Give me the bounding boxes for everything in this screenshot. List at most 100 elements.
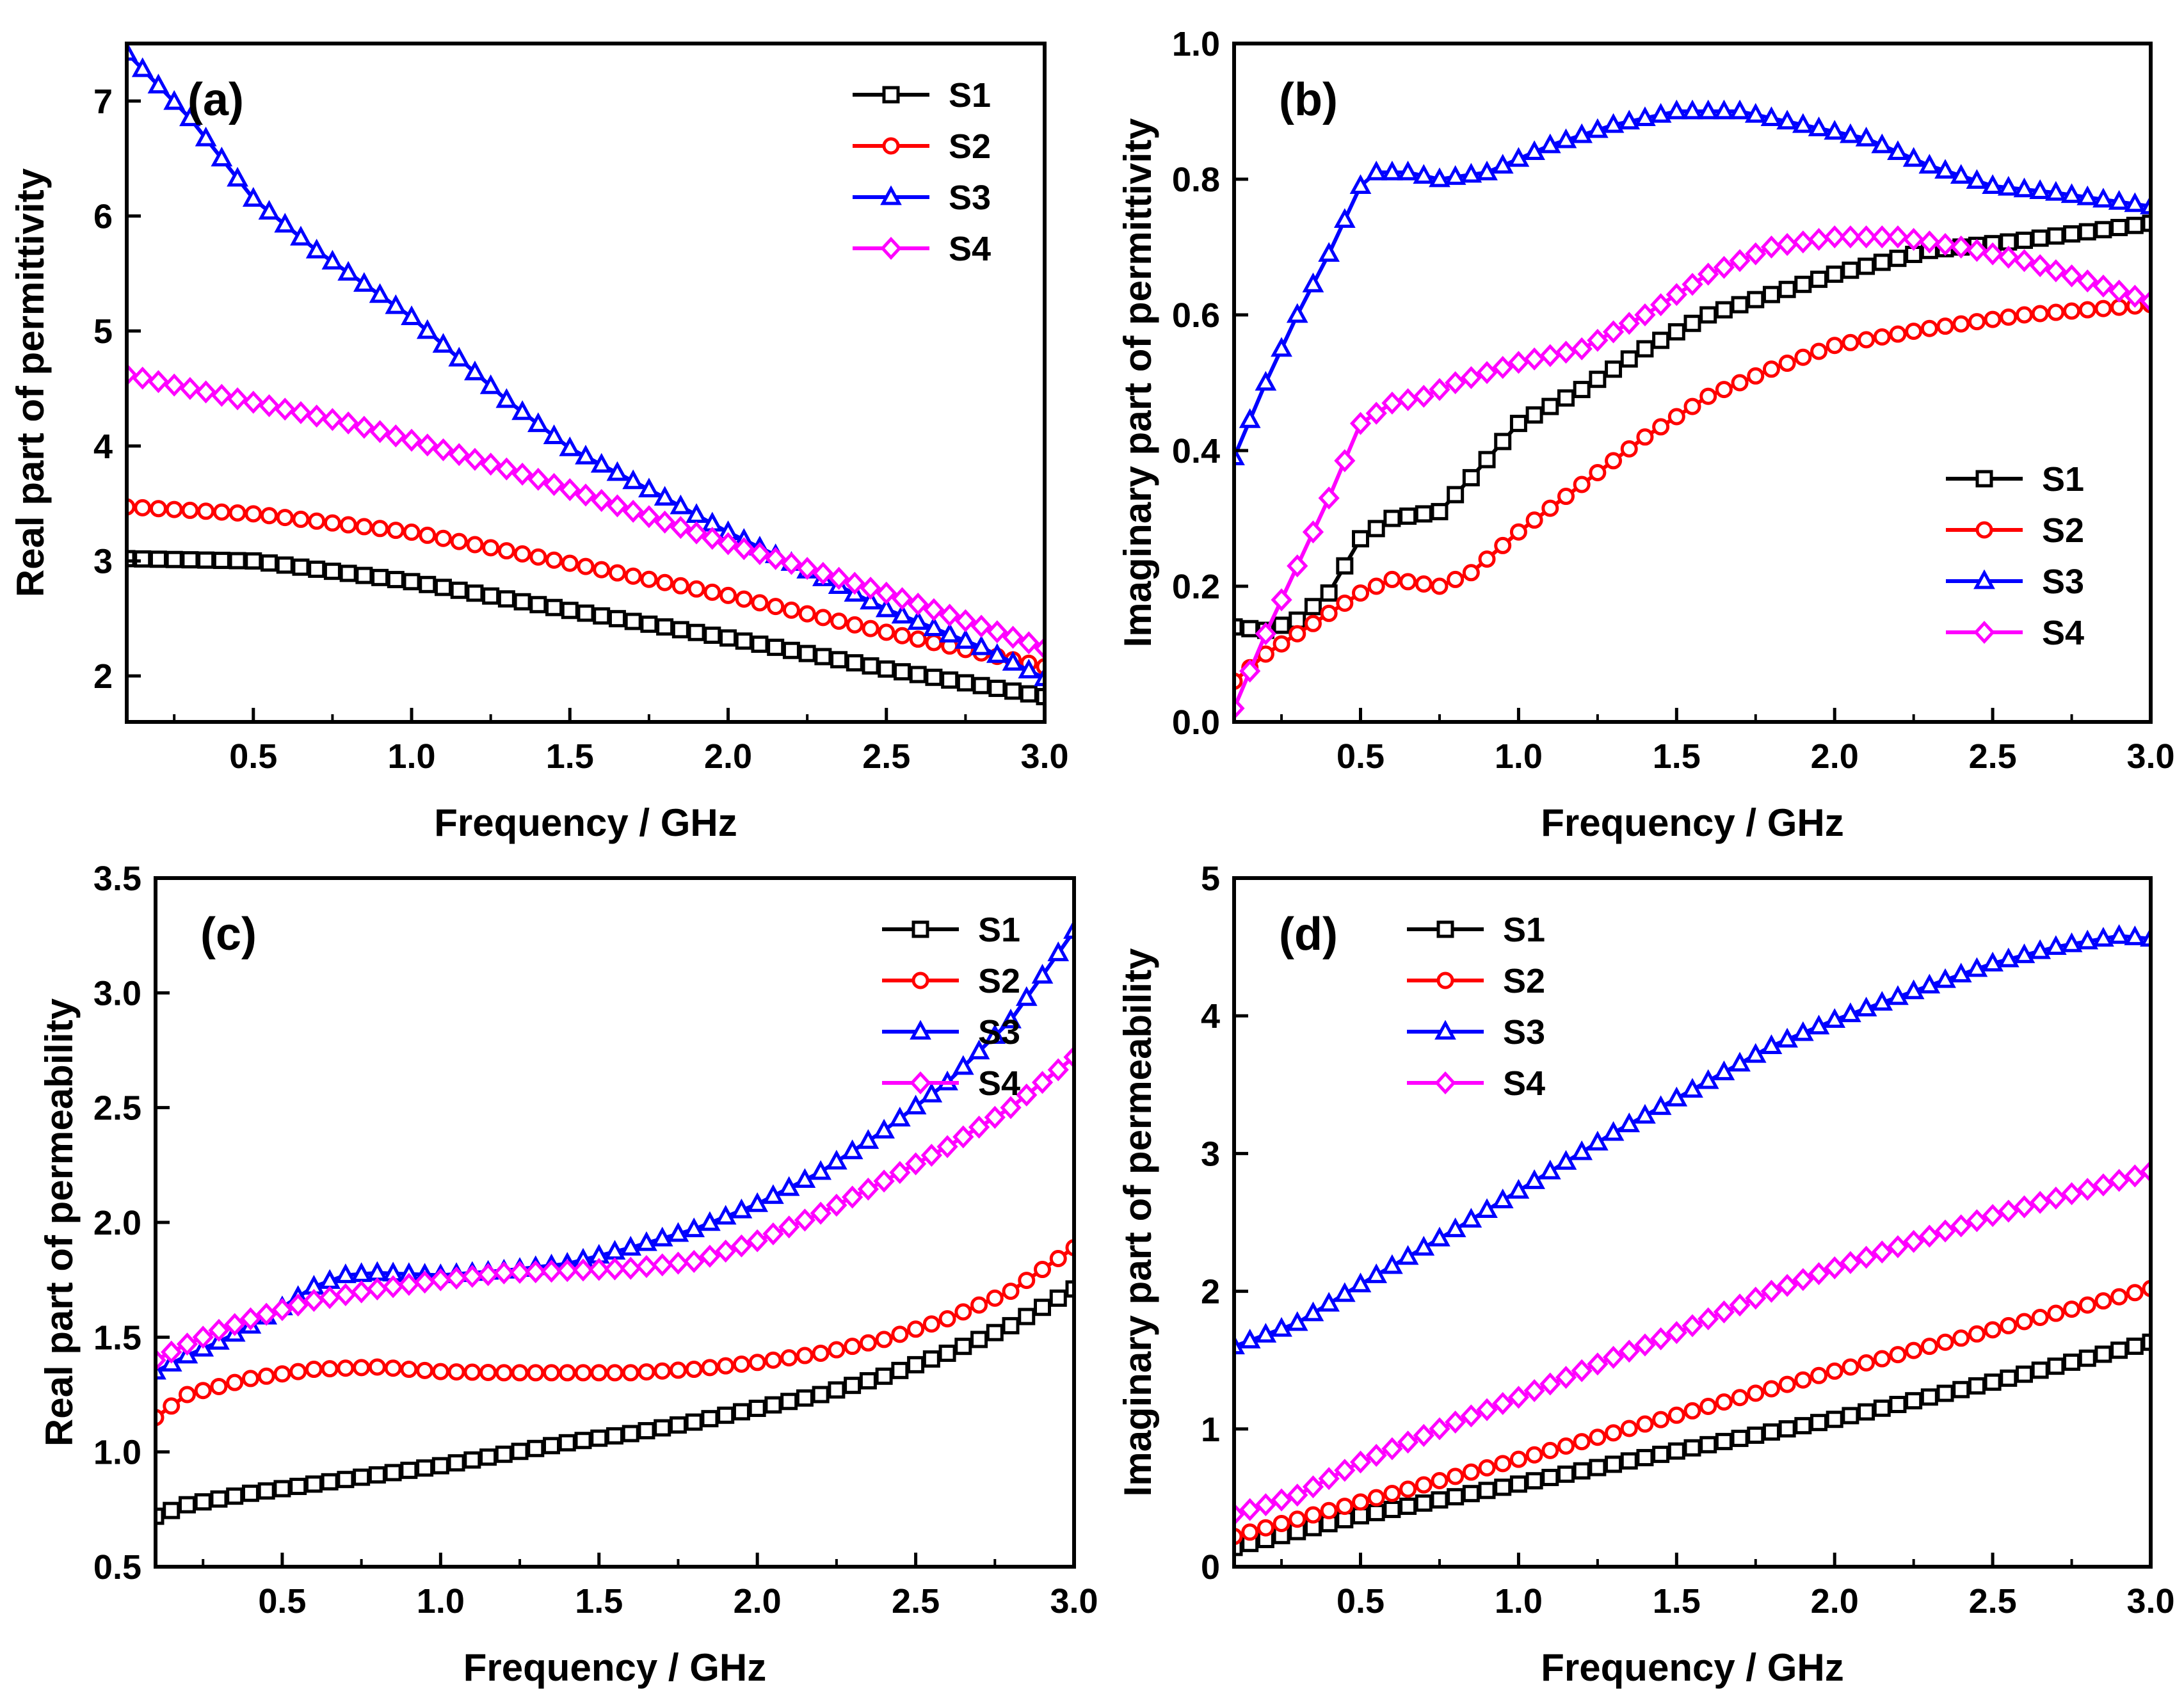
data-point-S3 bbox=[1239, 408, 1261, 428]
data-point-S1 bbox=[1826, 265, 1843, 283]
data-point-S4 bbox=[290, 401, 312, 424]
data-point-S1 bbox=[1241, 620, 1259, 637]
data-point-S3 bbox=[319, 1269, 341, 1289]
data-point-S2 bbox=[1715, 1393, 1733, 1411]
data-point-S2 bbox=[1509, 523, 1527, 541]
data-point-S2 bbox=[703, 583, 721, 601]
data-point-S1 bbox=[257, 1482, 275, 1500]
data-point-S3 bbox=[1966, 169, 1988, 189]
data-point-S1 bbox=[1936, 1384, 1954, 1402]
data-point-S3 bbox=[1887, 140, 1909, 160]
data-point-S4 bbox=[509, 1261, 531, 1284]
data-point-S2 bbox=[1525, 1446, 1543, 1464]
data-point-S4 bbox=[1460, 1404, 1482, 1428]
data-point-S3 bbox=[2140, 194, 2151, 214]
y-tick-label: 2.0 bbox=[93, 1204, 141, 1242]
y-tick-label: 1 bbox=[1201, 1411, 1220, 1449]
data-point-S2 bbox=[1620, 440, 1638, 458]
data-point-S2 bbox=[2015, 1313, 2033, 1331]
data-point-S1 bbox=[1034, 1299, 1052, 1316]
data-point-S4 bbox=[1682, 1314, 1703, 1338]
data-point-S1 bbox=[1636, 340, 1654, 358]
data-point-S4 bbox=[2045, 259, 2067, 283]
data-point-S3 bbox=[1744, 102, 1767, 123]
data-point-S1 bbox=[2063, 225, 2081, 243]
data-point-S4 bbox=[430, 1268, 451, 1292]
data-point-S1 bbox=[748, 1400, 766, 1418]
data-point-S3 bbox=[1902, 979, 1925, 1000]
data-point-S3 bbox=[810, 1160, 832, 1180]
plot-frame bbox=[1232, 42, 2153, 724]
data-point-S4 bbox=[1271, 588, 1292, 612]
data-point-S2 bbox=[561, 554, 579, 572]
data-point-S2 bbox=[640, 570, 658, 588]
data-point-S4 bbox=[1507, 1386, 1530, 1409]
data-point-S4 bbox=[1698, 1307, 1719, 1331]
data-point-S4 bbox=[163, 373, 185, 397]
data-point-S3 bbox=[1918, 154, 1941, 174]
data-point-S2 bbox=[671, 577, 689, 595]
data-point-S3 bbox=[464, 360, 486, 381]
data-point-S1 bbox=[527, 1439, 545, 1457]
x-tick-label: 3.0 bbox=[2126, 737, 2174, 776]
data-point-S3 bbox=[857, 1129, 879, 1149]
data-point-S2 bbox=[527, 1364, 545, 1382]
data-point-S4 bbox=[351, 1280, 373, 1304]
data-point-S4 bbox=[1903, 1229, 1925, 1253]
data-point-S1 bbox=[907, 1356, 925, 1373]
x-tick-label: 0.5 bbox=[258, 1582, 306, 1620]
data-point-S4 bbox=[939, 604, 961, 627]
data-point-S4 bbox=[860, 577, 881, 600]
legend-marker-S4 bbox=[880, 237, 902, 260]
legend-label-S2: S2 bbox=[949, 127, 991, 166]
data-point-S3 bbox=[1255, 1322, 1277, 1343]
data-point-S1 bbox=[622, 1425, 639, 1443]
data-point-S1 bbox=[127, 550, 136, 568]
data-point-S2 bbox=[735, 590, 753, 608]
data-point-S4 bbox=[2013, 1195, 2035, 1219]
legend-marker-S1 bbox=[1975, 470, 1993, 488]
data-point-S4 bbox=[1950, 236, 1972, 259]
y-tick-label: 0.4 bbox=[1172, 432, 1220, 470]
data-point-S3 bbox=[1697, 99, 1719, 120]
x-tick-label: 2.0 bbox=[1811, 737, 1859, 776]
data-point-S3 bbox=[1002, 651, 1024, 671]
data-point-S3 bbox=[920, 1082, 943, 1103]
data-point-S1 bbox=[305, 1475, 323, 1493]
data-point-S2 bbox=[261, 507, 278, 525]
data-point-S4 bbox=[208, 1318, 230, 1342]
data-point-S3 bbox=[1476, 1198, 1498, 1219]
data-point-S3 bbox=[1666, 1086, 1688, 1107]
data-point-S1 bbox=[1652, 1445, 1670, 1463]
data-point-S1 bbox=[608, 610, 626, 628]
data-point-S3 bbox=[1381, 1254, 1403, 1274]
data-point-S1 bbox=[543, 1437, 561, 1455]
data-point-S4 bbox=[1571, 337, 1593, 360]
data-point-S2 bbox=[624, 567, 642, 585]
data-point-S2 bbox=[1289, 625, 1306, 643]
data-point-S3 bbox=[366, 1261, 389, 1281]
legend-marker-S2 bbox=[1975, 521, 1993, 539]
data-point-S4 bbox=[1000, 1096, 1022, 1119]
data-point-S2 bbox=[2078, 301, 2096, 319]
data-point-S2 bbox=[2110, 1288, 2128, 1306]
data-point-S3 bbox=[1840, 123, 1861, 143]
data-point-S2 bbox=[178, 1386, 196, 1404]
data-point-S1 bbox=[1810, 1414, 1828, 1432]
data-point-S3 bbox=[1634, 106, 1656, 126]
data-point-S1 bbox=[2015, 1365, 2033, 1383]
data-point-S3 bbox=[401, 305, 422, 325]
data-point-S2 bbox=[1399, 573, 1417, 591]
data-point-S1 bbox=[497, 590, 515, 608]
data-point-S3 bbox=[873, 1119, 895, 1139]
data-point-S1 bbox=[163, 1501, 181, 1519]
data-point-S1 bbox=[1431, 1491, 1449, 1509]
data-point-S4 bbox=[382, 1275, 404, 1299]
data-point-S2 bbox=[529, 548, 547, 566]
data-point-S3 bbox=[147, 74, 170, 93]
data-point-S4 bbox=[1397, 1430, 1419, 1454]
y-tick-label: 0.8 bbox=[1172, 161, 1220, 199]
data-point-S4 bbox=[1381, 391, 1403, 415]
data-point-S4 bbox=[1539, 1372, 1561, 1396]
data-point-S3 bbox=[1491, 1188, 1514, 1208]
